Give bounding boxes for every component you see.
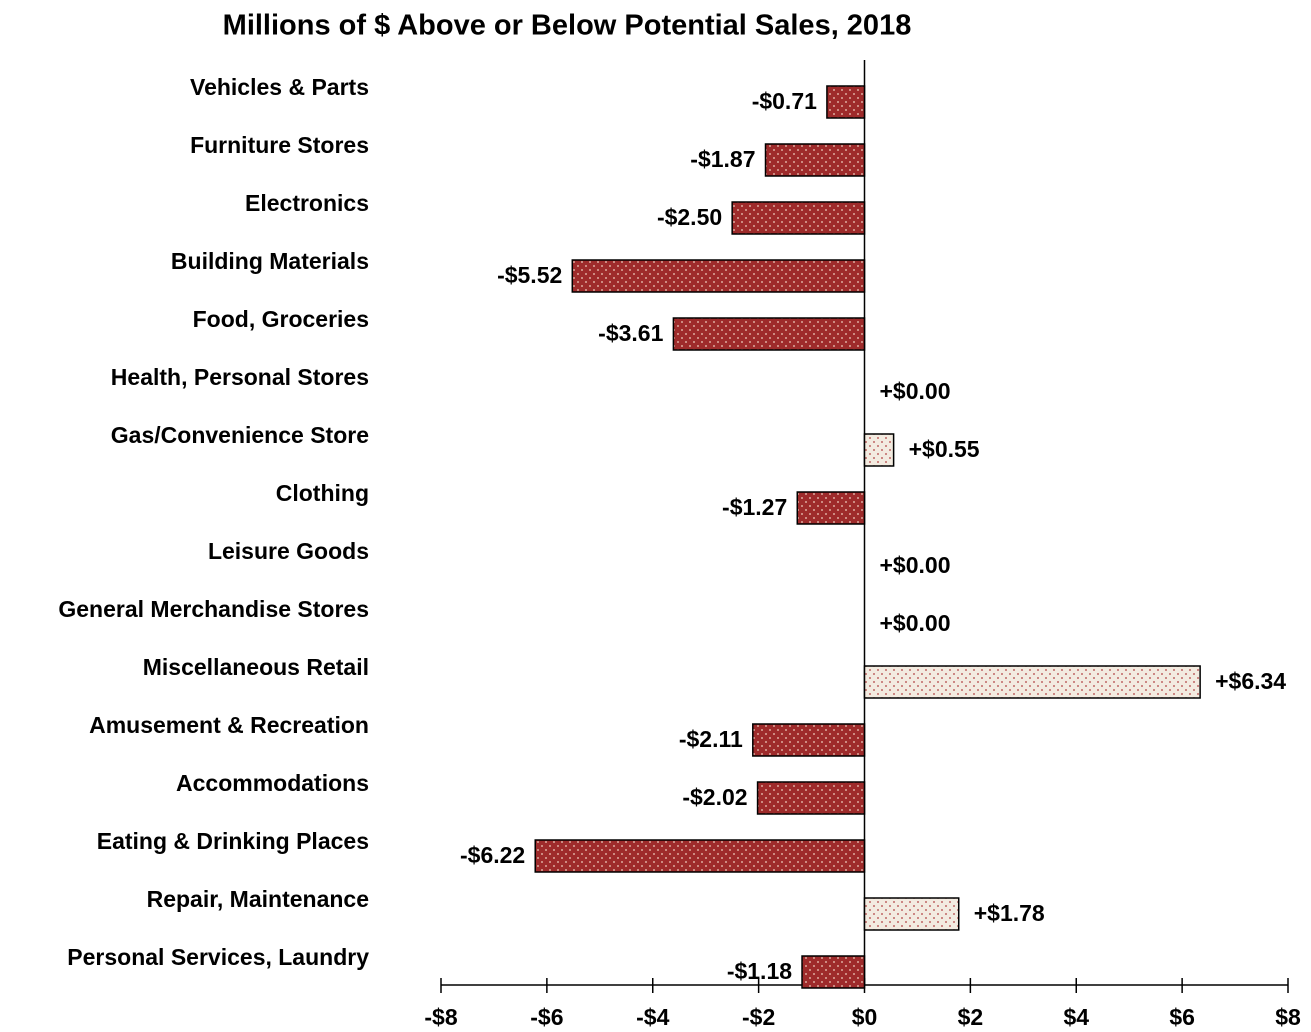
bar bbox=[863, 665, 1201, 699]
category-label: Gas/Convenience Store bbox=[111, 422, 369, 448]
x-tick-label: $0 bbox=[852, 1004, 878, 1030]
chart-title: Millions of $ Above or Below Potential S… bbox=[223, 10, 912, 42]
bar bbox=[863, 897, 960, 931]
category-label: Personal Services, Laundry bbox=[67, 944, 369, 970]
value-label: -$3.61 bbox=[598, 320, 663, 346]
bar bbox=[672, 317, 866, 351]
value-label: +$0.00 bbox=[880, 552, 951, 578]
value-label: -$1.18 bbox=[727, 958, 792, 984]
bar bbox=[796, 491, 866, 525]
category-label: Vehicles & Parts bbox=[190, 74, 369, 100]
value-label: -$2.02 bbox=[682, 784, 747, 810]
category-label: Furniture Stores bbox=[190, 132, 369, 158]
value-label: +$0.00 bbox=[880, 610, 951, 636]
category-label: Clothing bbox=[276, 480, 369, 506]
x-tick-label: -$4 bbox=[636, 1004, 669, 1030]
bar bbox=[752, 723, 866, 757]
category-label: Miscellaneous Retail bbox=[143, 654, 369, 680]
x-tick-label: $8 bbox=[1275, 1004, 1301, 1030]
value-label: +$0.55 bbox=[909, 436, 980, 462]
x-tick-label: $6 bbox=[1169, 1004, 1195, 1030]
value-label: -$2.11 bbox=[679, 726, 743, 752]
value-label: -$6.22 bbox=[460, 842, 525, 868]
bar bbox=[534, 839, 866, 873]
bar bbox=[801, 955, 866, 989]
value-label: -$1.27 bbox=[722, 494, 787, 520]
category-label: Health, Personal Stores bbox=[111, 364, 369, 390]
bar bbox=[731, 201, 866, 235]
x-tick-label: -$2 bbox=[742, 1004, 775, 1030]
value-label: -$2.50 bbox=[657, 204, 722, 230]
category-label: Electronics bbox=[245, 190, 369, 216]
x-tick-label: -$8 bbox=[424, 1004, 457, 1030]
bar bbox=[826, 85, 866, 119]
x-tick-label: -$6 bbox=[530, 1004, 563, 1030]
bar bbox=[863, 433, 895, 467]
value-label: -$1.87 bbox=[690, 146, 755, 172]
value-label: -$5.52 bbox=[497, 262, 562, 288]
value-label: +$0.00 bbox=[880, 378, 951, 404]
category-label: Amusement & Recreation bbox=[89, 712, 369, 738]
x-tick-label: $2 bbox=[958, 1004, 984, 1030]
value-label: +$6.34 bbox=[1215, 668, 1286, 694]
bar bbox=[764, 143, 866, 177]
category-label: Accommodations bbox=[176, 770, 369, 796]
category-label: Building Materials bbox=[171, 248, 369, 274]
category-label: General Merchandise Stores bbox=[58, 596, 369, 622]
value-label: -$0.71 bbox=[752, 88, 817, 114]
category-label: Food, Groceries bbox=[193, 306, 369, 332]
value-label: +$1.78 bbox=[974, 900, 1045, 926]
category-label: Repair, Maintenance bbox=[147, 886, 369, 912]
category-label: Leisure Goods bbox=[208, 538, 369, 564]
bar bbox=[571, 259, 866, 293]
category-label: Eating & Drinking Places bbox=[97, 828, 369, 854]
x-tick-label: $4 bbox=[1063, 1004, 1089, 1030]
bar bbox=[756, 781, 866, 815]
